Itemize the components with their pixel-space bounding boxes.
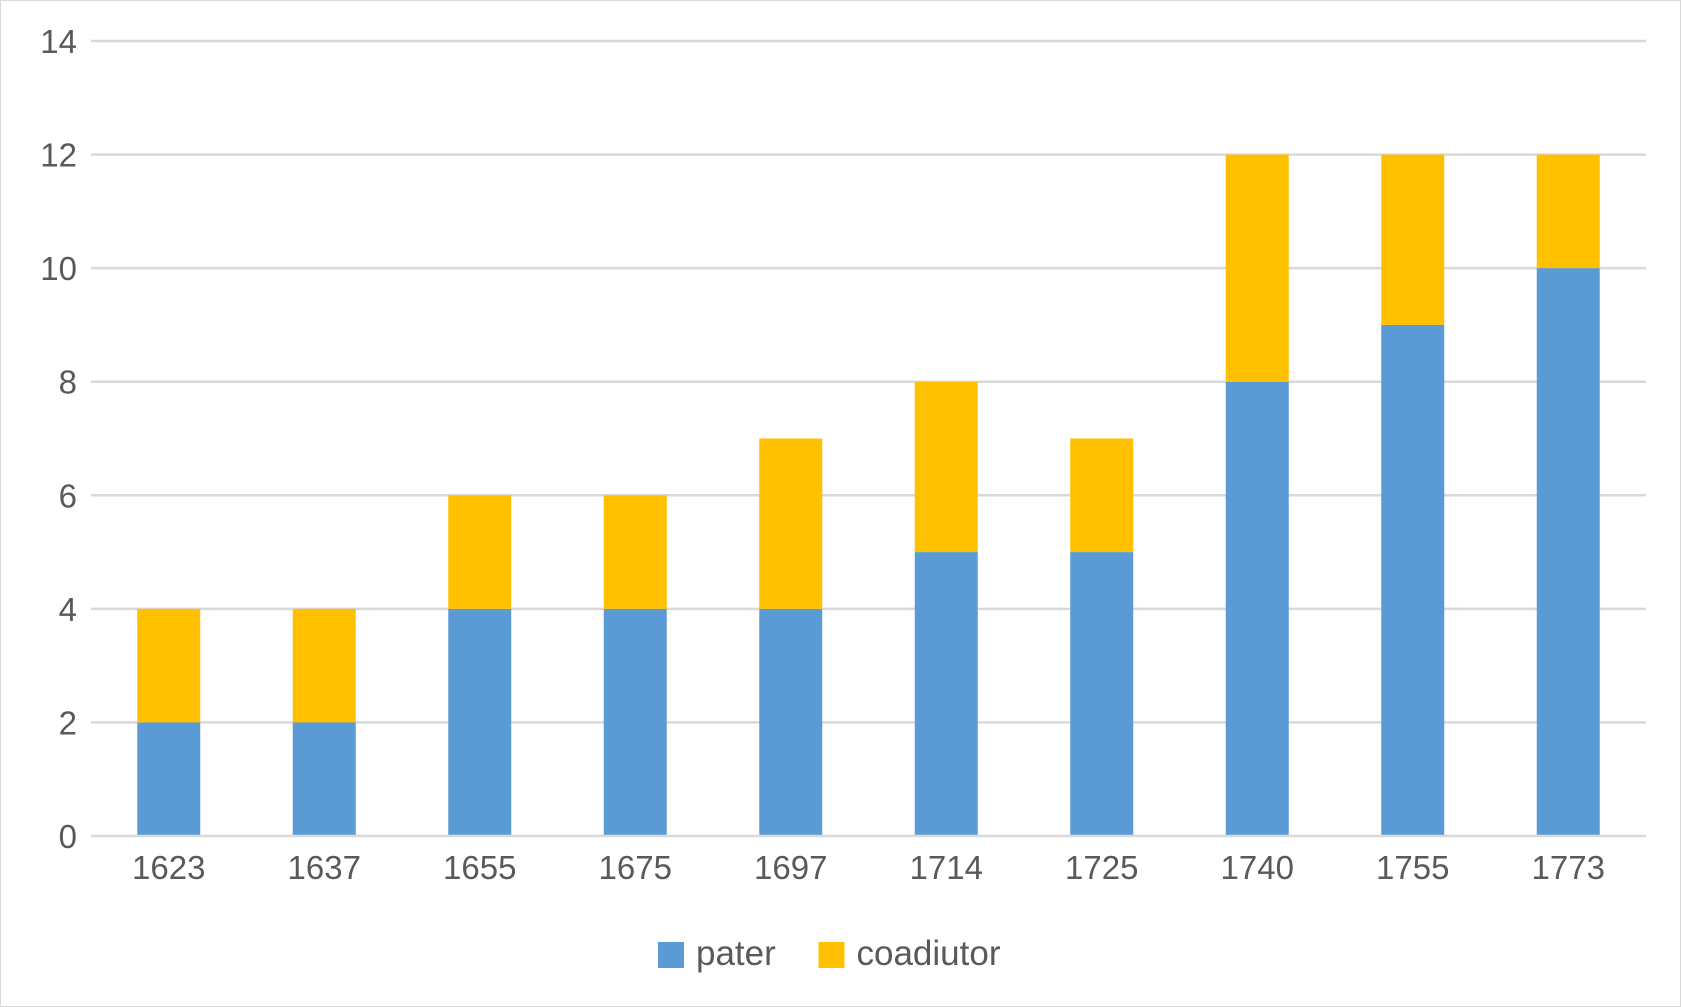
legend-label-coadiutor: coadiutor [857,934,1001,973]
bar-coadiutor-1637 [292,608,356,723]
x-tick-label: 1697 [754,849,827,886]
x-tick-label: 1725 [1065,849,1138,886]
bar-pater-1655 [448,608,512,836]
bar-pater-1773 [1536,268,1600,837]
x-tick-label: 1740 [1221,849,1294,886]
bar-coadiutor-1755 [1381,154,1445,325]
x-tick-label: 1755 [1376,849,1449,886]
bar-pater-1697 [759,608,823,836]
x-tick-label: 1773 [1532,849,1605,886]
legend: pater coadiutor [658,934,1001,973]
y-tick-label: 8 [59,364,77,401]
bar-pater-1623 [137,722,201,836]
x-tick-label: 1714 [910,849,983,886]
legend-label-pater: pater [696,934,776,973]
legend-swatch-pater [658,942,684,968]
y-tick-label: 12 [40,137,77,174]
bar-coadiutor-1725 [1070,438,1134,553]
bar-pater-1675 [603,608,667,836]
y-tick-label: 6 [59,477,77,514]
x-tick-label: 1637 [288,849,361,886]
legend-swatch-coadiutor [818,942,845,968]
y-tick-label: 2 [59,704,77,741]
x-tick-label: 1655 [443,849,516,886]
x-axis-ticks: 1623 1637 1655 1675 1697 1714 1725 1740 1755 1773 [132,849,1605,886]
bar-pater-1755 [1381,324,1445,836]
x-tick-label: 1623 [132,849,205,886]
y-tick-label: 4 [59,591,77,628]
bar-coadiutor-1714 [914,381,978,553]
bars [137,154,1600,837]
bar-pater-1637 [292,722,356,836]
bar-coadiutor-1773 [1536,154,1600,269]
bar-pater-1740 [1225,381,1289,836]
bar-coadiutor-1740 [1225,154,1289,382]
y-tick-label: 14 [40,23,77,60]
bar-coadiutor-1623 [137,608,201,723]
x-tick-label: 1675 [599,849,672,886]
bar-coadiutor-1655 [448,495,512,609]
y-tick-label: 0 [59,818,77,855]
y-axis-ticks: 0 2 4 6 8 10 12 14 [40,23,77,855]
bar-pater-1714 [914,552,978,836]
bar-coadiutor-1697 [759,438,823,609]
bar-pater-1725 [1070,552,1134,836]
bar-coadiutor-1675 [603,495,667,609]
y-tick-label: 10 [40,250,77,287]
